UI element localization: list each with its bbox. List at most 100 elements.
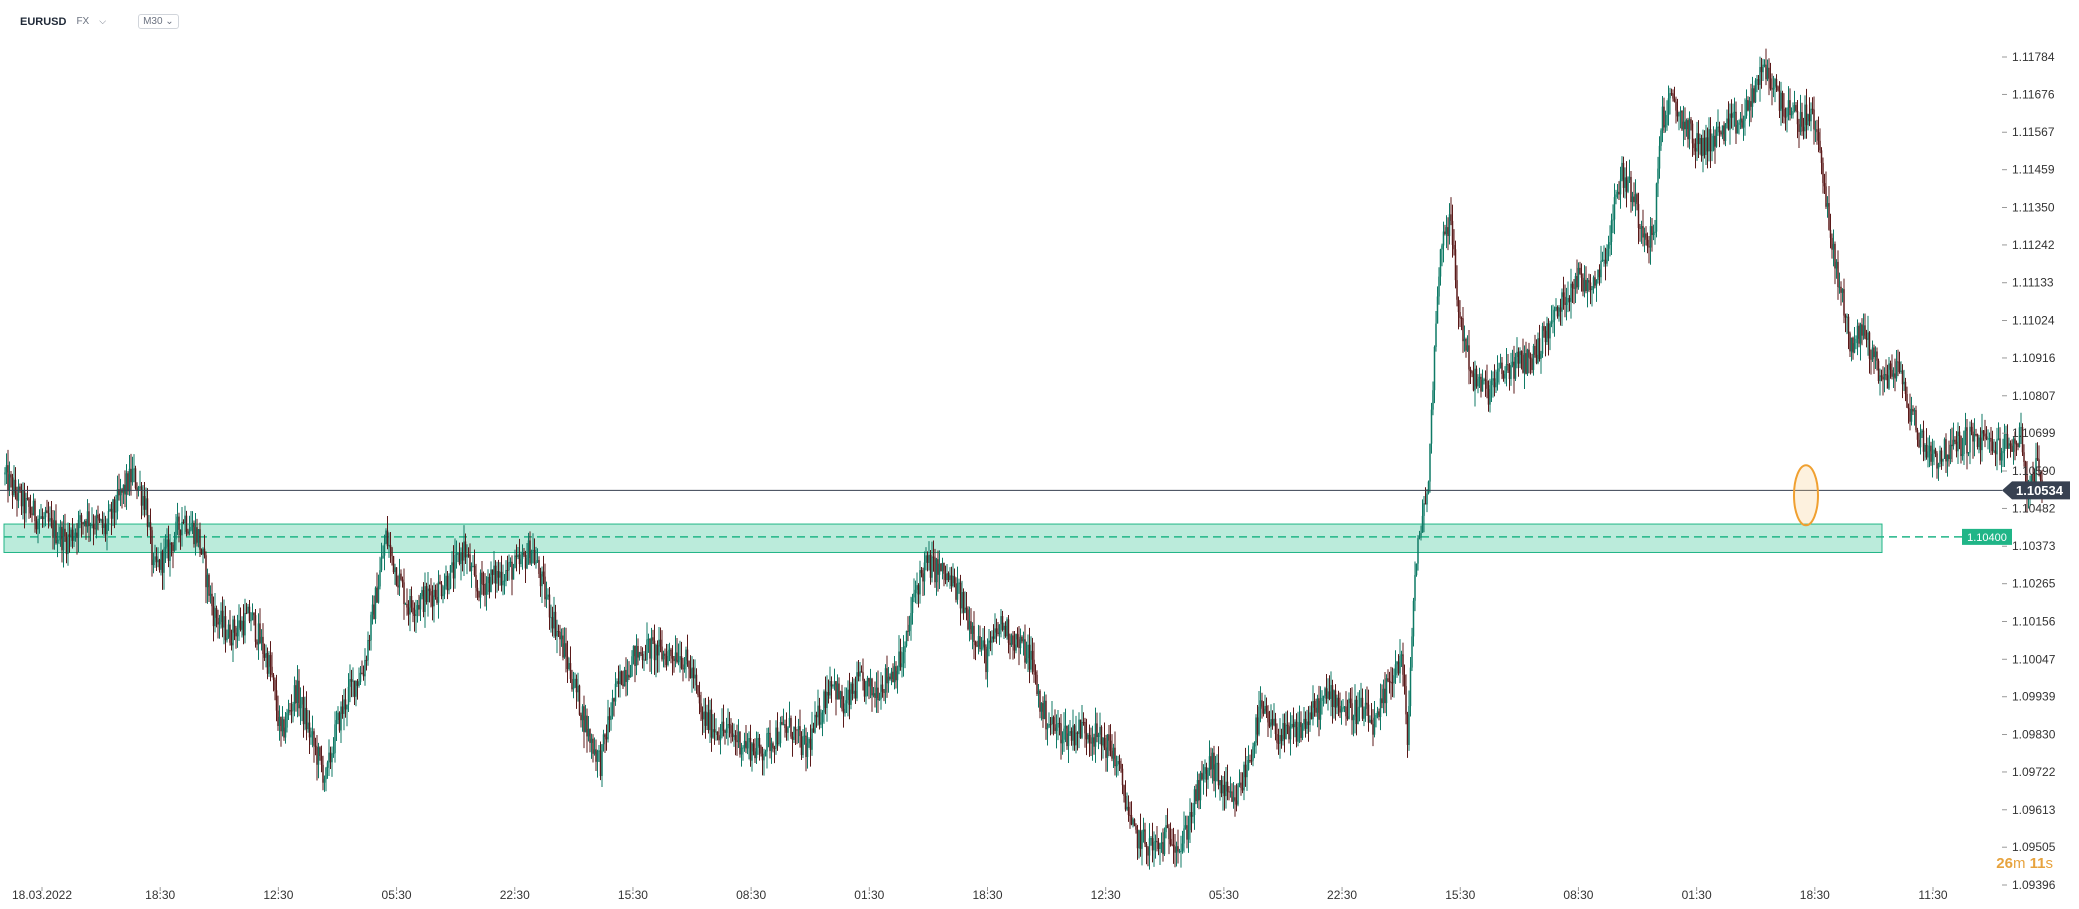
candle-body — [976, 645, 978, 647]
candle-body — [1333, 690, 1335, 707]
candle-body — [652, 637, 654, 641]
candle-body — [4, 472, 6, 475]
candle-body — [680, 656, 683, 669]
candle-body — [1015, 634, 1017, 651]
candle-body — [824, 691, 827, 709]
candle-body — [839, 691, 842, 700]
candle-body — [1270, 719, 1272, 727]
candle-body — [611, 698, 614, 716]
candle-body — [214, 608, 216, 627]
candle-body — [1402, 654, 1404, 675]
candle-body — [1570, 283, 1572, 302]
candle-body — [1480, 376, 1482, 392]
candle-body — [1901, 370, 1904, 385]
candle-body — [1325, 688, 1328, 699]
candle-body — [428, 588, 431, 592]
candle-body — [775, 727, 777, 749]
candle-body — [1094, 723, 1097, 747]
candle-body — [1151, 838, 1154, 851]
candle-body — [181, 521, 183, 536]
candle-body — [1201, 772, 1203, 780]
candle-body — [532, 549, 534, 551]
candle-body — [274, 679, 276, 691]
candle-body — [1324, 688, 1326, 696]
timeframe-selector[interactable]: M30 ⌄ — [138, 14, 179, 29]
candle-body — [958, 582, 960, 584]
candle-body — [1394, 664, 1397, 676]
candle-body — [587, 729, 590, 737]
candle-body — [1049, 724, 1052, 726]
candle-body — [992, 636, 995, 639]
candle-body — [407, 607, 410, 615]
candle-body — [820, 722, 822, 725]
candle-body — [1498, 368, 1500, 372]
candle-body — [1202, 773, 1205, 780]
candle-body — [1552, 320, 1554, 323]
candle-body — [721, 721, 723, 737]
candle-body — [193, 522, 195, 545]
candle-body — [104, 523, 107, 535]
candle-body — [80, 515, 83, 523]
candle-body — [1979, 437, 1982, 451]
candle-body — [289, 710, 291, 712]
timer-seconds: 11 — [2029, 855, 2046, 872]
candle-body — [1906, 394, 1908, 408]
chevron-down-icon[interactable]: ⌵ — [99, 16, 107, 26]
candle-body — [383, 543, 386, 556]
candle-body — [455, 553, 458, 556]
candle-body — [514, 555, 516, 568]
candle-body — [278, 716, 281, 726]
candle-body — [1724, 123, 1727, 141]
candle-body — [1651, 226, 1653, 235]
candle-body — [1589, 282, 1592, 291]
candle-body — [1178, 851, 1181, 853]
candle-body — [1237, 785, 1239, 805]
candle-body — [1841, 289, 1844, 293]
candle-body — [2036, 458, 2039, 460]
candle-body — [835, 681, 837, 700]
candle-body — [1006, 619, 1008, 637]
candle-body — [283, 719, 285, 738]
price-axis[interactable]: 1.11784 1.11676 1.11567 1.11459 1.11350 1.112… — [2002, 50, 2056, 892]
candle-body — [389, 544, 392, 548]
candle-body — [64, 528, 66, 537]
candle-body — [326, 762, 329, 768]
candle-body — [562, 635, 564, 658]
candle-body — [362, 673, 365, 677]
time-axis[interactable]: 18.03.2022 18:30 12:30 05:30 22:30 15:30 08:30… — [12, 887, 1948, 902]
candle-body — [229, 624, 231, 643]
candle-body — [1856, 325, 1859, 339]
candle-body — [5, 465, 8, 473]
candle-body — [190, 526, 192, 531]
candle-body — [1075, 732, 1077, 746]
candle-body — [538, 560, 540, 574]
symbol-label[interactable]: EURUSD — [20, 15, 67, 28]
candle-body — [662, 653, 665, 660]
candle-body — [236, 627, 239, 637]
candle-body — [1337, 697, 1340, 706]
candle-body — [1493, 378, 1496, 388]
candle-body — [797, 726, 800, 730]
candle-body — [1654, 231, 1656, 234]
candle-body — [1823, 183, 1826, 187]
candle-body — [1702, 137, 1704, 157]
candle-body — [1714, 135, 1716, 147]
candle-body — [647, 638, 650, 640]
candle-body — [1460, 317, 1463, 319]
candle-body — [961, 592, 963, 609]
candle-body — [1624, 177, 1626, 188]
candle-body — [725, 728, 728, 733]
candle-body — [1342, 707, 1344, 709]
candle-body — [752, 743, 755, 752]
candle-body — [1321, 697, 1323, 701]
candle-body — [1769, 78, 1772, 89]
candle-body — [1451, 220, 1454, 245]
candle-body — [761, 753, 764, 761]
candle-body — [457, 553, 459, 555]
candle-body — [866, 678, 869, 682]
candle-body — [526, 557, 528, 569]
candle-body — [1612, 219, 1614, 221]
candle-body — [1180, 850, 1182, 852]
candle-body — [1756, 79, 1758, 81]
